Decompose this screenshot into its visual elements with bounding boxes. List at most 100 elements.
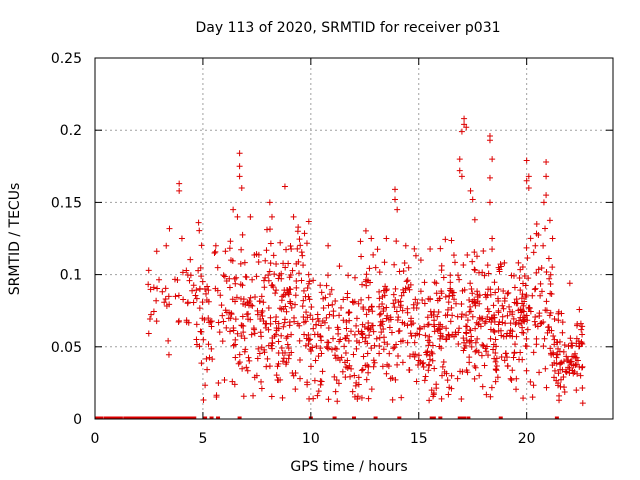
- data-point: [555, 310, 562, 317]
- data-point: [394, 206, 401, 213]
- data-point: [298, 249, 305, 256]
- data-point: [570, 362, 577, 369]
- data-point: [467, 187, 474, 194]
- data-point: [366, 265, 373, 272]
- data-point: [165, 351, 172, 358]
- data-point: [162, 295, 169, 302]
- data-point: [434, 297, 441, 304]
- data-point: [211, 250, 218, 257]
- data-point: [184, 300, 191, 307]
- data-point: [551, 367, 558, 374]
- data-point: [254, 307, 261, 314]
- data-point: [487, 393, 494, 400]
- data-point: [313, 321, 320, 328]
- data-point: [310, 277, 317, 284]
- data-point: [412, 252, 419, 259]
- data-point: [279, 358, 286, 365]
- data-point: [518, 295, 525, 302]
- data-point: [499, 302, 506, 309]
- data-point: [425, 367, 432, 374]
- data-point: [246, 357, 253, 364]
- data-point: [308, 347, 315, 354]
- data-point: [376, 311, 383, 318]
- data-point: [472, 267, 479, 274]
- data-point: [218, 302, 225, 309]
- data-point: [487, 335, 494, 342]
- data-point: [430, 312, 437, 319]
- data-point: [393, 308, 400, 315]
- data-point: [397, 338, 404, 345]
- data-point: [242, 273, 249, 280]
- data-point: [524, 255, 531, 262]
- data-point: [304, 381, 311, 388]
- data-point: [490, 346, 497, 353]
- data-point: [346, 317, 353, 324]
- data-point: [247, 302, 254, 309]
- data-point: [314, 331, 321, 338]
- data-point: [557, 360, 564, 367]
- data-point: [376, 288, 383, 295]
- data-point: [433, 385, 440, 392]
- data-point: [273, 287, 280, 294]
- data-point: [481, 272, 488, 279]
- data-point: [227, 315, 234, 322]
- data-point: [463, 312, 470, 319]
- data-point: [239, 313, 246, 320]
- data-point: [301, 331, 308, 338]
- data-point: [318, 337, 325, 344]
- data-point: [398, 292, 405, 299]
- data-point: [251, 252, 258, 259]
- data-point: [294, 245, 301, 252]
- data-point: [537, 280, 544, 287]
- data-point: [238, 184, 245, 191]
- data-point: [510, 315, 517, 322]
- data-point: [392, 196, 399, 203]
- data-point: [421, 323, 428, 330]
- data-point: [269, 282, 276, 289]
- data-point: [260, 317, 267, 324]
- data-point: [444, 377, 451, 384]
- data-point: [196, 305, 203, 312]
- data-point: [195, 267, 202, 274]
- data-point: [189, 287, 196, 294]
- data-point: [519, 263, 526, 270]
- data-point: [301, 230, 308, 237]
- data-point: [383, 370, 390, 377]
- data-point: [526, 304, 533, 311]
- data-point: [530, 349, 537, 356]
- data-point: [227, 238, 234, 245]
- data-point: [326, 311, 333, 318]
- data-point: [364, 362, 371, 369]
- data-point: [267, 260, 274, 267]
- data-point: [483, 294, 490, 301]
- data-point: [400, 289, 407, 296]
- data-point: [542, 225, 549, 232]
- data-point: [429, 357, 436, 364]
- data-point: [290, 213, 297, 220]
- data-point: [362, 334, 369, 341]
- data-point: [281, 183, 288, 190]
- data-point: [509, 308, 516, 315]
- data-point: [533, 335, 540, 342]
- data-point: [447, 287, 454, 294]
- data-point: [403, 278, 410, 285]
- data-point: [573, 354, 580, 361]
- data-point: [551, 336, 558, 343]
- data-point: [179, 269, 186, 276]
- data-point: [236, 351, 243, 358]
- data-point: [463, 124, 470, 131]
- data-point: [523, 335, 530, 342]
- data-point: [282, 303, 289, 310]
- data-point: [567, 335, 574, 342]
- data-point: [292, 386, 299, 393]
- data-point: [319, 368, 326, 375]
- data-point: [442, 293, 449, 300]
- data-point: [386, 324, 393, 331]
- data-point: [236, 173, 243, 180]
- data-point: [197, 264, 204, 271]
- data-point: [216, 329, 223, 336]
- data-point: [487, 326, 494, 333]
- data-point: [492, 378, 499, 385]
- data-point: [494, 374, 501, 381]
